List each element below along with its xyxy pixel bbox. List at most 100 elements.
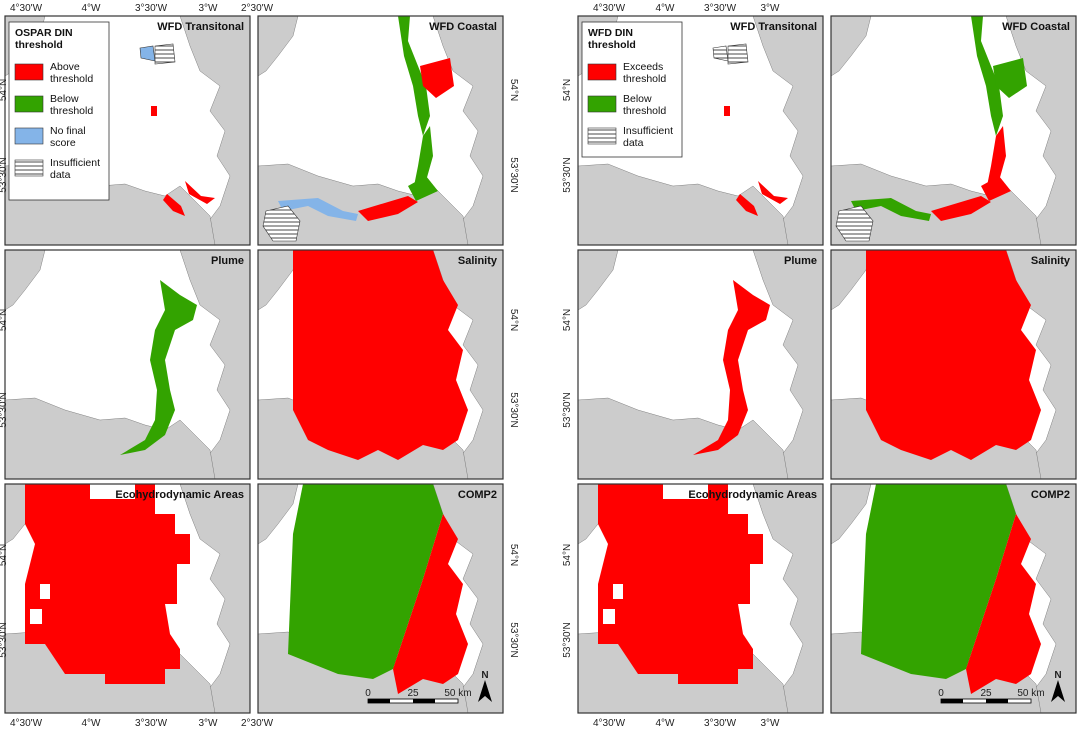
area-dee-estuary <box>736 194 758 216</box>
scale-label: 25 <box>407 688 419 699</box>
map-panel-0-2: Plume <box>4 249 251 480</box>
scale-bar: 0 25 50 km <box>365 688 472 704</box>
legend-swatch-no_score <box>14 127 44 145</box>
area-ribble-estuary <box>724 106 730 116</box>
legend-title: threshold <box>15 39 63 51</box>
left-tick-label: 53°30'N <box>562 157 573 192</box>
legend-title: WFD DIN <box>588 27 633 39</box>
legend-label: Insufficient <box>623 125 673 137</box>
area-dee-estuary <box>163 194 185 216</box>
bottom-tick-label: 3°W <box>761 718 781 729</box>
area-mersey-estuary <box>758 181 788 204</box>
map-panel-0-3: Salinity <box>257 249 504 480</box>
panel-title: WFD Coastal <box>429 21 497 33</box>
panel-title: Salinity <box>1031 255 1071 267</box>
scale-bar: 0 25 50 km <box>938 688 1045 704</box>
area-anglesey-insufficient <box>835 205 874 242</box>
legend-swatch-below <box>14 95 44 113</box>
area-morecambe-bay <box>420 58 454 98</box>
legend-label: data <box>50 169 71 181</box>
area-morecambe-bay <box>993 58 1027 98</box>
area-anglesey-coast <box>851 198 931 221</box>
top-tick-label: 3°30'W <box>135 3 168 14</box>
legend-label: threshold <box>623 105 666 117</box>
panel-frame <box>577 15 824 246</box>
top-tick-label: 3°W <box>761 3 781 14</box>
area-comp2-west <box>288 484 443 679</box>
right-tick-label: 53°30'N <box>1081 392 1084 427</box>
panel-title: WFD Transitonal <box>157 21 244 33</box>
area-gap-1 <box>613 584 623 599</box>
right-tick-label: 54°N <box>508 544 519 566</box>
area-north-wales-coast <box>931 196 991 221</box>
area-comp2-west <box>861 484 1016 679</box>
legend-label: Exceeds <box>623 61 663 73</box>
panel-frame <box>830 249 1077 480</box>
panel-frame <box>4 15 251 246</box>
bottom-tick-label: 2°30'W <box>241 718 274 729</box>
area-salinity <box>293 250 468 460</box>
bottom-tick-label: 4°W <box>656 718 676 729</box>
map-panel-0-5: COMP2 <box>257 483 504 714</box>
bottom-tick-label: 4°30'W <box>10 718 43 729</box>
area-anglesey-insufficient <box>262 205 301 242</box>
scale-label: 0 <box>365 688 371 699</box>
top-tick-label: 4°W <box>82 3 102 14</box>
right-tick-label: 53°30'N <box>1081 622 1084 657</box>
legend-label: Below <box>50 93 79 105</box>
left-tick-label: 53°30'N <box>562 622 573 657</box>
right-tick-label: 54°N <box>1081 544 1084 566</box>
area-liverpool-bay-coast <box>408 176 438 201</box>
area-plume <box>693 280 770 455</box>
legend-label: threshold <box>50 73 93 85</box>
bottom-tick-label: 4°30'W <box>593 718 626 729</box>
area-ecohydrodynamic <box>25 484 190 684</box>
scale-label: 0 <box>938 688 944 699</box>
left-tick-label: 54°N <box>562 79 573 101</box>
area-north-wales-coast <box>358 196 418 221</box>
area-gap-2 <box>30 609 42 624</box>
area-liverpool-bay-coast <box>981 176 1011 201</box>
top-tick-label: 4°30'W <box>10 3 43 14</box>
panel-title: WFD Transitonal <box>730 21 817 33</box>
bottom-tick-label: 3°W <box>199 718 219 729</box>
bottom-tick-label: 3°30'W <box>704 718 737 729</box>
area-anglesey-coast <box>278 198 358 221</box>
panel-title: COMP2 <box>1031 489 1070 501</box>
map-panel-0-4: Ecohydrodynamic Areas <box>4 483 251 714</box>
right-tick-label: 54°N <box>508 79 519 101</box>
area-cumbria-coast <box>971 16 1003 136</box>
map-panel-1-1: WFD Coastal <box>830 15 1077 246</box>
panel-frame <box>830 15 1077 246</box>
right-tick-label: 53°30'N <box>1081 157 1084 192</box>
right-tick-label: 53°30'N <box>508 392 519 427</box>
panel-title: WFD Coastal <box>1002 21 1070 33</box>
panel-frame <box>577 249 824 480</box>
top-tick-label: 4°W <box>656 3 676 14</box>
left-tick-label: 53°30'N <box>0 157 9 192</box>
left-tick-label: 54°N <box>0 309 9 331</box>
area-upper-estuary <box>154 43 176 65</box>
north-arrow-icon: N <box>478 670 492 702</box>
panel-title: Salinity <box>458 255 498 267</box>
scale-label: 50 km <box>1017 688 1044 699</box>
left-tick-label: 54°N <box>0 544 9 566</box>
left-tick-label: 53°30'N <box>0 392 9 427</box>
area-plume <box>120 280 197 455</box>
top-tick-label: 4°30'W <box>593 3 626 14</box>
right-tick-label: 54°N <box>1081 79 1084 101</box>
area-comp2-east <box>393 514 468 694</box>
panel-frame <box>830 483 1077 714</box>
top-tick-label: 3°30'W <box>704 3 737 14</box>
panel-frame <box>4 249 251 480</box>
area-upper-estuary <box>727 43 749 65</box>
panel-frame <box>257 249 504 480</box>
right-tick-label: 53°30'N <box>508 622 519 657</box>
legend: OSPAR DINthresholdAbovethresholdBelowthr… <box>8 21 110 201</box>
area-ecohydrodynamic <box>598 484 763 684</box>
map-panel-1-3: Salinity <box>830 249 1077 480</box>
panel-frame <box>577 483 824 714</box>
legend-label: Below <box>623 93 652 105</box>
panel-title: Plume <box>211 255 244 267</box>
